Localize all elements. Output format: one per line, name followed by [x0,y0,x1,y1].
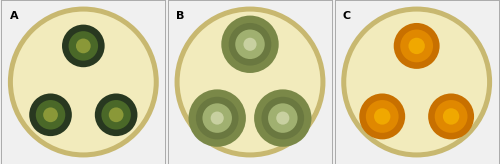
Circle shape [222,16,278,73]
Text: A: A [10,11,18,21]
Circle shape [43,107,58,122]
Text: B: B [176,11,184,21]
Circle shape [188,89,246,147]
Circle shape [196,97,238,139]
Ellipse shape [344,10,489,154]
Circle shape [235,30,265,59]
Ellipse shape [174,7,326,157]
Ellipse shape [11,10,156,154]
Circle shape [434,100,468,133]
Circle shape [76,39,90,53]
Circle shape [360,93,405,139]
Circle shape [62,25,104,67]
Circle shape [276,112,289,125]
Circle shape [29,93,72,136]
Circle shape [95,93,138,136]
Circle shape [428,93,474,139]
Ellipse shape [341,7,492,157]
Circle shape [244,38,256,51]
Circle shape [408,38,425,54]
Circle shape [374,108,390,125]
Circle shape [202,103,232,133]
Circle shape [394,23,440,69]
Circle shape [102,100,131,130]
Circle shape [366,100,398,133]
Circle shape [262,97,304,139]
Circle shape [68,31,98,61]
Circle shape [443,108,460,125]
Ellipse shape [8,7,159,157]
Circle shape [109,107,124,122]
Circle shape [228,23,272,66]
Circle shape [268,103,298,133]
Circle shape [36,100,66,130]
Circle shape [254,89,312,147]
Circle shape [400,30,433,62]
Ellipse shape [178,10,322,154]
Circle shape [210,112,224,125]
Text: C: C [343,11,351,21]
